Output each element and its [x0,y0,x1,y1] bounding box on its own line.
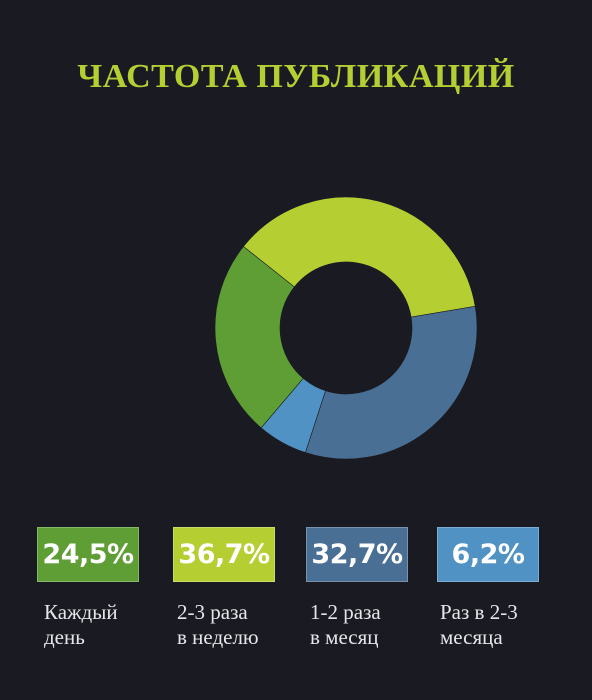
slice-daily [214,246,304,429]
chart-title: ЧАСТОТА ПУБЛИКАЦИЙ [77,58,515,95]
legend-value-weekly: 36,7% [173,527,275,582]
legend-label-bimonthly: Раз в 2-3 месяца [440,600,518,649]
slice-weekly [243,196,476,318]
slice-monthly [305,305,478,460]
legend-value-monthly: 32,7% [306,527,408,582]
legend-value-bimonthly: 6,2% [437,527,539,582]
legend-value-daily: 24,5% [37,527,139,582]
legend-label-monthly: 1-2 раза в месяц [310,600,381,649]
donut-chart [214,196,478,460]
legend-label-weekly: 2-3 раза в неделю [177,600,259,649]
legend-label-daily: Каждый день [44,600,118,649]
